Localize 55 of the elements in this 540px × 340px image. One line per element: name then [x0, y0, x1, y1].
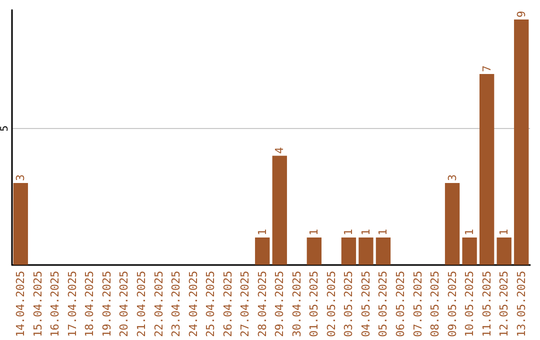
- x-tick-label: 11.05.2025: [480, 270, 494, 338]
- x-tick-label: 18.04.2025: [83, 270, 96, 338]
- bar: [496, 238, 512, 265]
- x-tick-label: 16.04.2025: [48, 270, 62, 338]
- bar: [13, 183, 28, 265]
- x-tick-label: 22.04.2025: [152, 270, 166, 338]
- bar: [255, 238, 270, 265]
- bar: [306, 238, 322, 265]
- x-tick-label: 15.04.2025: [31, 270, 44, 338]
- x-tick-label: 29.04.2025: [273, 270, 286, 338]
- data-label: 9: [514, 10, 528, 18]
- x-tick-label: 14.04.2025: [14, 270, 28, 338]
- x-tick-label: 30.04.2025: [290, 270, 304, 338]
- x-tick-label: 23.04.2025: [170, 270, 183, 338]
- x-tick-label: 19.04.2025: [100, 270, 114, 338]
- bar: [462, 238, 477, 265]
- x-tick-label: 09.05.2025: [446, 270, 459, 338]
- x-tick-label: 07.05.2025: [411, 270, 424, 338]
- data-label: 1: [376, 228, 390, 236]
- x-tick-label: 02.05.2025: [324, 270, 338, 338]
- x-tick-label: 05.05.2025: [376, 270, 390, 338]
- x-tick-label: 01.05.2025: [308, 270, 321, 338]
- x-tick-label: 06.05.2025: [394, 270, 407, 338]
- data-label: 1: [498, 228, 511, 236]
- bar: [479, 74, 494, 265]
- bar: [514, 20, 529, 265]
- x-tick-label: 20.04.2025: [118, 270, 131, 338]
- data-label: 3: [14, 174, 28, 182]
- x-tick-label: 28.04.2025: [256, 270, 269, 338]
- x-tick-label: 21.04.2025: [135, 270, 148, 338]
- bar: [358, 238, 374, 265]
- data-label: 1: [359, 228, 372, 236]
- bar: [341, 238, 356, 265]
- data-label: 1: [463, 228, 476, 236]
- x-tick-label: 10.05.2025: [463, 270, 476, 338]
- x-tick-label: 12.05.2025: [498, 270, 511, 338]
- x-tick-label: 27.04.2025: [238, 270, 252, 338]
- x-tick-label: 04.05.2025: [359, 270, 372, 338]
- data-label: 3: [446, 174, 459, 182]
- data-label: 1: [256, 228, 269, 236]
- x-tick-label: 17.04.2025: [66, 270, 79, 338]
- x-tick-label: 08.05.2025: [428, 270, 442, 338]
- x-tick-label: 13.05.2025: [514, 270, 528, 338]
- data-label: 1: [308, 228, 321, 236]
- x-tick-label: 25.04.2025: [204, 270, 218, 338]
- y-tick-label: 5: [0, 126, 10, 132]
- data-label: 1: [342, 228, 356, 236]
- x-tick-label: 26.04.2025: [221, 270, 234, 338]
- bar: [272, 156, 287, 265]
- x-tick-label: 03.05.2025: [342, 270, 356, 338]
- data-label: 4: [273, 146, 286, 154]
- x-tick-label: 24.04.2025: [186, 270, 200, 338]
- bar: [444, 183, 460, 265]
- bar: [376, 238, 391, 265]
- data-label: 7: [480, 65, 494, 72]
